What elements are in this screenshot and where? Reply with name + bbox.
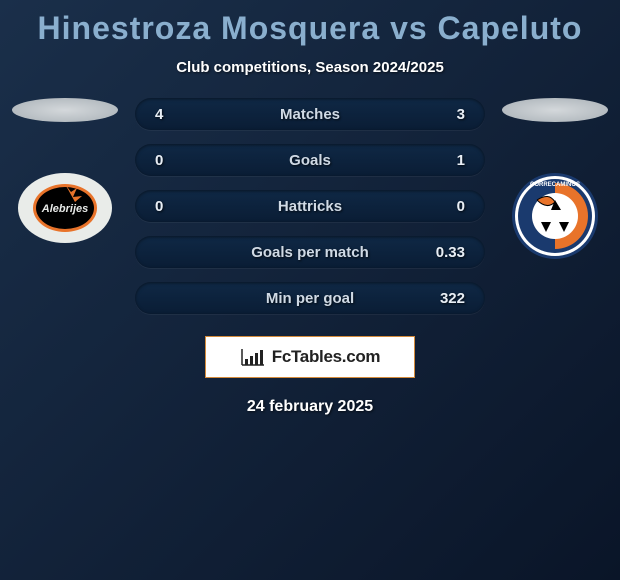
stat-right-value: 0.33 [425, 244, 465, 261]
stat-row-hattricks: 0 Hattricks 0 [135, 190, 485, 222]
subtitle: Club competitions, Season 2024/2025 [10, 59, 610, 76]
stat-left-value: 0 [155, 152, 195, 169]
bar-chart-icon [240, 347, 266, 367]
svg-text:Alebrijes: Alebrijes [41, 203, 88, 215]
correcaminos-logo-icon: CORRECAMINOS [507, 172, 603, 260]
brand-box: FcTables.com [205, 336, 415, 378]
player-placeholder-left [12, 98, 118, 122]
page-title: Hinestroza Mosquera vs Capeluto [10, 10, 610, 47]
stat-left-value: 0 [155, 198, 195, 215]
correcaminos-logo: CORRECAMINOS [507, 172, 603, 260]
alebrijes-logo: Alebrijes [17, 172, 113, 244]
brand-text: FcTables.com [272, 347, 381, 367]
stat-label: Min per goal [195, 290, 425, 307]
stat-label: Goals [195, 152, 425, 169]
stat-row-goals-per-match: Goals per match 0.33 [135, 236, 485, 268]
svg-text:CORRECAMINOS: CORRECAMINOS [530, 182, 580, 188]
stat-right-value: 0 [425, 198, 465, 215]
stat-label: Goals per match [195, 244, 425, 261]
stat-row-goals: 0 Goals 1 [135, 144, 485, 176]
player-placeholder-right [502, 98, 608, 122]
stat-row-matches: 4 Matches 3 [135, 98, 485, 130]
stat-row-min-per-goal: Min per goal 322 [135, 282, 485, 314]
stat-right-value: 3 [425, 106, 465, 123]
stat-label: Matches [195, 106, 425, 123]
stats-column: 4 Matches 3 0 Goals 1 0 Hattricks 0 Goal… [135, 98, 485, 314]
right-column: CORRECAMINOS [500, 98, 610, 260]
main-area: Alebrijes 4 Matches 3 0 Goals 1 0 Hattri… [10, 98, 610, 314]
stat-left-value: 4 [155, 106, 195, 123]
date: 24 february 2025 [10, 398, 610, 416]
stat-right-value: 1 [425, 152, 465, 169]
alebrijes-logo-icon: Alebrijes [17, 172, 113, 244]
stat-label: Hattricks [195, 198, 425, 215]
left-column: Alebrijes [10, 98, 120, 244]
stat-right-value: 322 [425, 290, 465, 307]
infographic-container: Hinestroza Mosquera vs Capeluto Club com… [0, 0, 620, 421]
